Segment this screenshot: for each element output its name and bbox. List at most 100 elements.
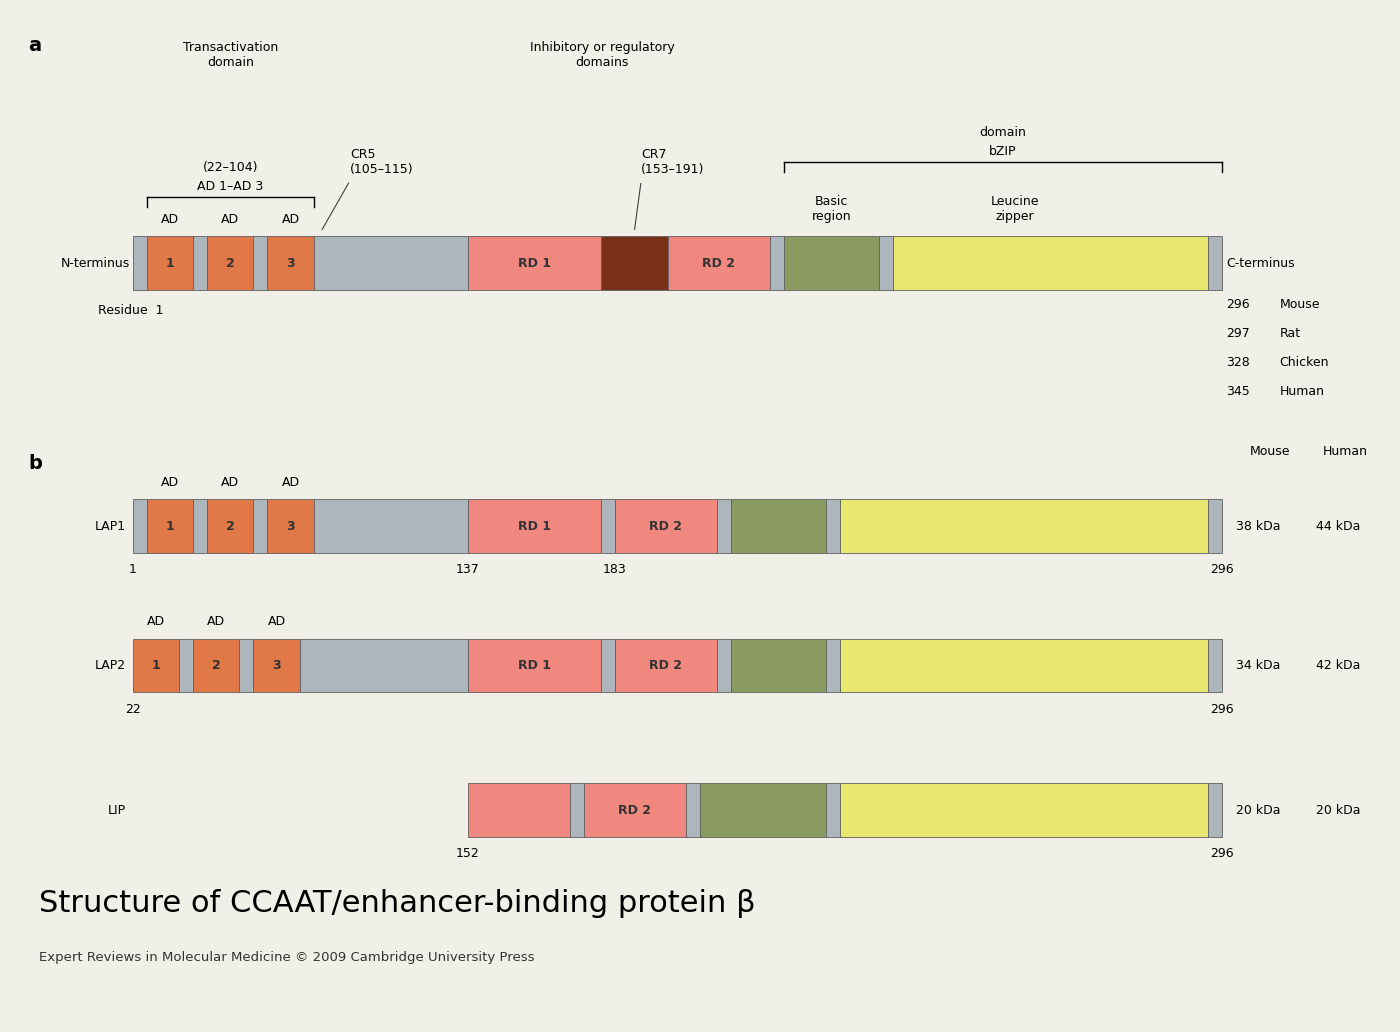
Text: Rat: Rat bbox=[1280, 327, 1301, 341]
Text: 296: 296 bbox=[1226, 298, 1250, 312]
Text: domain: domain bbox=[980, 126, 1026, 139]
Text: 3: 3 bbox=[286, 257, 295, 269]
Text: AD 1–AD 3: AD 1–AD 3 bbox=[197, 180, 263, 193]
Bar bbox=[239, 639, 253, 692]
Text: AD: AD bbox=[207, 615, 225, 628]
Text: 152: 152 bbox=[456, 847, 479, 861]
Bar bbox=[840, 499, 1208, 553]
Bar bbox=[700, 783, 826, 837]
Text: 34 kDa: 34 kDa bbox=[1236, 659, 1281, 672]
Bar bbox=[615, 639, 717, 692]
Bar bbox=[1208, 639, 1222, 692]
Bar bbox=[193, 236, 207, 290]
Text: 20 kDa: 20 kDa bbox=[1236, 804, 1281, 816]
Bar bbox=[615, 499, 717, 553]
Text: AD: AD bbox=[147, 615, 165, 628]
Text: 297: 297 bbox=[1226, 327, 1250, 341]
Bar bbox=[601, 236, 668, 290]
Bar bbox=[826, 783, 840, 837]
Text: AD: AD bbox=[221, 213, 239, 226]
Text: RD 2: RD 2 bbox=[619, 804, 651, 816]
Bar bbox=[468, 783, 570, 837]
Bar bbox=[179, 639, 193, 692]
Text: Transactivation
domain: Transactivation domain bbox=[183, 41, 279, 69]
Text: 42 kDa: 42 kDa bbox=[1316, 659, 1361, 672]
Text: 22: 22 bbox=[125, 703, 141, 716]
Text: AD: AD bbox=[161, 213, 179, 226]
Text: CR5
(105–115): CR5 (105–115) bbox=[350, 149, 413, 176]
Bar bbox=[584, 783, 686, 837]
Text: LAP1: LAP1 bbox=[95, 520, 126, 533]
Text: 2: 2 bbox=[211, 659, 221, 672]
Bar bbox=[314, 499, 468, 553]
Text: Human: Human bbox=[1280, 385, 1324, 398]
Text: Basic
region: Basic region bbox=[812, 195, 851, 223]
Bar bbox=[570, 783, 584, 837]
Bar bbox=[731, 499, 826, 553]
Bar bbox=[314, 236, 468, 290]
Text: Inhibitory or regulatory
domains: Inhibitory or regulatory domains bbox=[529, 41, 675, 69]
Text: LAP2: LAP2 bbox=[95, 659, 126, 672]
Bar bbox=[207, 499, 253, 553]
Text: Human: Human bbox=[1323, 445, 1368, 458]
Text: C-terminus: C-terminus bbox=[1226, 257, 1295, 269]
Text: AD: AD bbox=[221, 476, 239, 489]
Text: RD 2: RD 2 bbox=[650, 659, 682, 672]
Bar bbox=[193, 499, 207, 553]
Bar bbox=[893, 236, 1208, 290]
Text: Leucine
zipper: Leucine zipper bbox=[991, 195, 1039, 223]
Bar bbox=[840, 639, 1208, 692]
Bar bbox=[770, 236, 784, 290]
Text: LIP: LIP bbox=[108, 804, 126, 816]
Bar bbox=[601, 499, 615, 553]
Bar bbox=[826, 639, 840, 692]
Text: 2: 2 bbox=[225, 520, 235, 533]
Bar bbox=[133, 639, 179, 692]
Bar bbox=[253, 236, 267, 290]
Bar bbox=[147, 236, 193, 290]
Bar bbox=[686, 783, 700, 837]
Text: Expert Reviews in Molecular Medicine © 2009 Cambridge University Press: Expert Reviews in Molecular Medicine © 2… bbox=[39, 950, 535, 964]
Bar bbox=[731, 639, 826, 692]
Bar bbox=[784, 236, 879, 290]
Text: CR7
(153–191): CR7 (153–191) bbox=[641, 149, 704, 176]
Bar bbox=[267, 236, 314, 290]
Text: AD: AD bbox=[281, 213, 300, 226]
Text: 1: 1 bbox=[129, 563, 137, 577]
Text: Structure of CCAAT/enhancer-binding protein β: Structure of CCAAT/enhancer-binding prot… bbox=[39, 890, 756, 918]
Text: RD 1: RD 1 bbox=[518, 520, 550, 533]
Bar bbox=[1208, 499, 1222, 553]
Text: 3: 3 bbox=[272, 659, 281, 672]
Text: b: b bbox=[28, 454, 42, 473]
Bar bbox=[1208, 783, 1222, 837]
Text: 3: 3 bbox=[286, 520, 295, 533]
Bar bbox=[879, 236, 893, 290]
Text: 44 kDa: 44 kDa bbox=[1316, 520, 1361, 533]
Bar bbox=[253, 639, 300, 692]
Text: RD 1: RD 1 bbox=[518, 659, 550, 672]
Text: RD 2: RD 2 bbox=[650, 520, 682, 533]
Bar bbox=[133, 499, 147, 553]
Bar bbox=[207, 236, 253, 290]
Bar bbox=[147, 499, 193, 553]
Text: 137: 137 bbox=[456, 563, 479, 577]
Bar bbox=[840, 783, 1208, 837]
Text: 1: 1 bbox=[165, 257, 175, 269]
Text: 296: 296 bbox=[1211, 563, 1233, 577]
Bar bbox=[717, 639, 731, 692]
Text: AD: AD bbox=[281, 476, 300, 489]
Text: Chicken: Chicken bbox=[1280, 356, 1329, 369]
Bar bbox=[717, 499, 731, 553]
Text: RD 1: RD 1 bbox=[518, 257, 550, 269]
Bar bbox=[468, 639, 601, 692]
Text: 183: 183 bbox=[603, 563, 626, 577]
Text: bZIP: bZIP bbox=[990, 144, 1016, 158]
Text: 2: 2 bbox=[225, 257, 235, 269]
Bar bbox=[468, 236, 601, 290]
Bar bbox=[468, 499, 601, 553]
Text: 296: 296 bbox=[1211, 847, 1233, 861]
Bar bbox=[133, 236, 147, 290]
Bar bbox=[253, 499, 267, 553]
Text: 38 kDa: 38 kDa bbox=[1236, 520, 1281, 533]
Bar bbox=[1208, 236, 1222, 290]
